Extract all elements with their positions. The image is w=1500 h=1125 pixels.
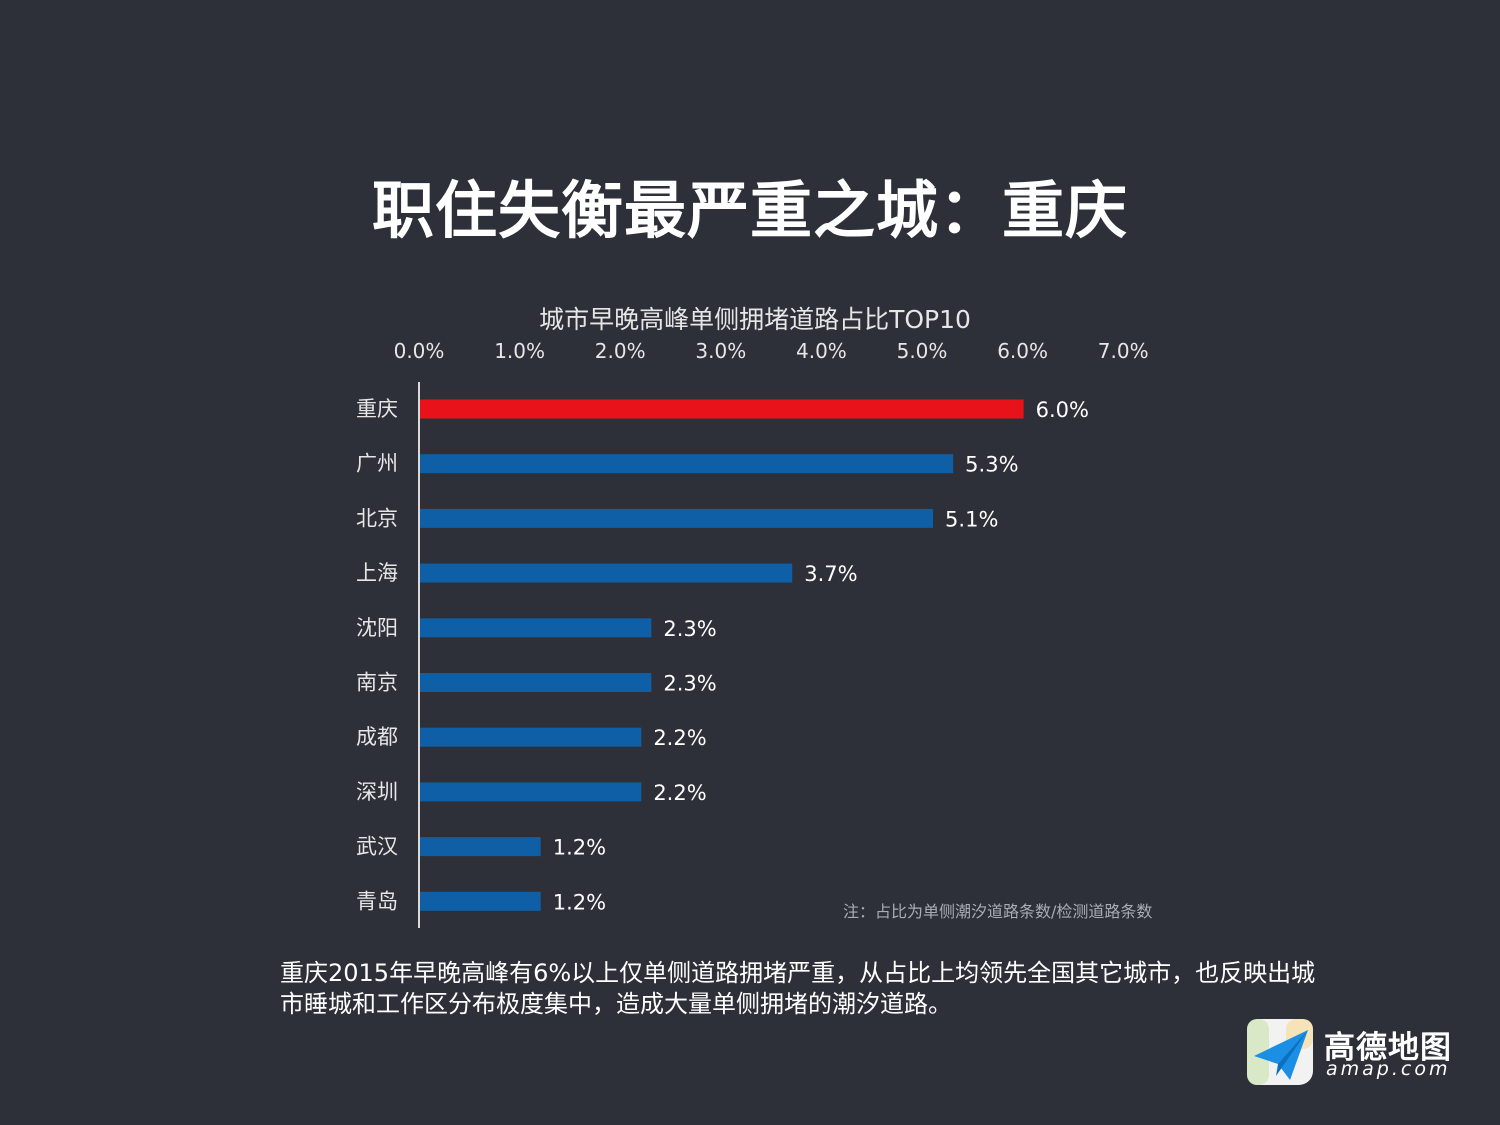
bar — [420, 508, 934, 528]
data-label: 2.2% — [653, 781, 706, 805]
data-label: 2.3% — [663, 617, 716, 641]
category-label: 上海 — [356, 561, 398, 585]
page-title: 职住失衡最严重之城：重庆 — [371, 174, 1128, 247]
x-tick-label: 1.0% — [494, 339, 545, 363]
x-tick-label: 3.0% — [695, 339, 746, 363]
category-label: 重庆 — [356, 397, 398, 421]
bar — [420, 891, 541, 911]
bar — [420, 399, 1024, 419]
category-label: 沈阳 — [356, 616, 398, 640]
data-label: 6.0% — [1036, 398, 1089, 422]
paper-plane-icon — [1247, 1019, 1313, 1085]
bar — [420, 454, 954, 474]
category-label: 南京 — [356, 671, 398, 695]
chart-footnote: 注：占比为单侧潮汐道路条数/检测道路条数 — [843, 902, 1153, 921]
bar — [420, 727, 642, 747]
bar — [420, 618, 652, 638]
category-label: 青岛 — [356, 889, 398, 913]
category-label: 武汉 — [356, 835, 398, 859]
data-label: 5.3% — [965, 453, 1018, 477]
chart-title: 城市早晚高峰单侧拥堵道路占比TOP10 — [539, 305, 971, 334]
summary-text: 重庆2015年早晚高峰有6%以上仅单侧道路拥堵严重，从占比上均领先全国其它城市，… — [280, 958, 1370, 1020]
data-label: 3.7% — [804, 562, 857, 586]
category-label: 北京 — [356, 506, 398, 530]
data-label: 1.2% — [553, 836, 606, 860]
x-tick-label: 5.0% — [897, 339, 948, 363]
x-tick-label: 2.0% — [595, 339, 646, 363]
data-label: 2.3% — [663, 672, 716, 696]
bar — [420, 673, 652, 692]
summary-line: 市睡城和工作区分布极度集中，造成大量单侧拥堵的潮汐道路。 — [280, 990, 952, 1018]
data-label: 1.2% — [553, 890, 606, 914]
bar — [420, 782, 642, 802]
x-tick-label: 0.0% — [394, 339, 445, 363]
data-label: 2.2% — [653, 726, 706, 750]
bar — [420, 563, 793, 583]
logo-name: 高德地图 — [1324, 1030, 1452, 1066]
amap-logo: 高德地图 amap.com — [1246, 1018, 1456, 1088]
data-label: 5.1% — [945, 507, 998, 531]
bar — [420, 837, 541, 857]
summary-line: 重庆2015年早晚高峰有6%以上仅单侧道路拥堵严重，从占比上均领先全国其它城市，… — [280, 959, 1316, 987]
category-label: 广州 — [356, 452, 398, 476]
x-tick-label: 4.0% — [796, 339, 847, 363]
category-label: 深圳 — [356, 780, 398, 804]
logo-domain: amap.com — [1326, 1058, 1451, 1080]
x-tick-label: 7.0% — [1098, 339, 1149, 363]
x-tick-label: 6.0% — [997, 339, 1048, 363]
category-label: 成都 — [356, 725, 398, 749]
